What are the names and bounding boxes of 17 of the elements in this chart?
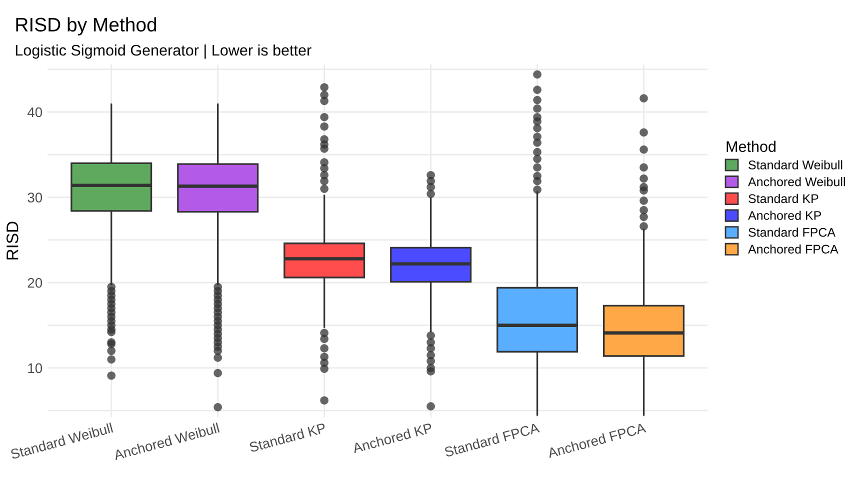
legend-label: Standard KP <box>748 194 818 204</box>
legend-label: Anchored FPCA <box>748 244 838 254</box>
y-tick-label: 30 <box>28 192 42 202</box>
y-tick-label: 10 <box>28 363 42 374</box>
x-tick-label: Standard KP <box>248 422 326 452</box>
chart-title: RISD by Method <box>16 17 156 36</box>
y-tick-label: 20 <box>28 278 42 288</box>
legend-title: Method <box>726 140 776 152</box>
legend-label: Anchored KP <box>748 210 822 220</box>
x-tick-label: Standard Weibull <box>10 422 114 460</box>
y-tick-label: 40 <box>27 107 42 118</box>
legend-label: Standard FPCA <box>748 228 836 237</box>
y-axis-title: RISD <box>6 222 18 260</box>
x-tick-label: Standard FPCA <box>444 422 540 458</box>
legend-label: Standard Weibull <box>748 160 842 170</box>
legend-label: Anchored Weibull <box>748 177 845 186</box>
chart-subtitle: Logistic Sigmoid Generator | Lower is better <box>16 44 312 59</box>
